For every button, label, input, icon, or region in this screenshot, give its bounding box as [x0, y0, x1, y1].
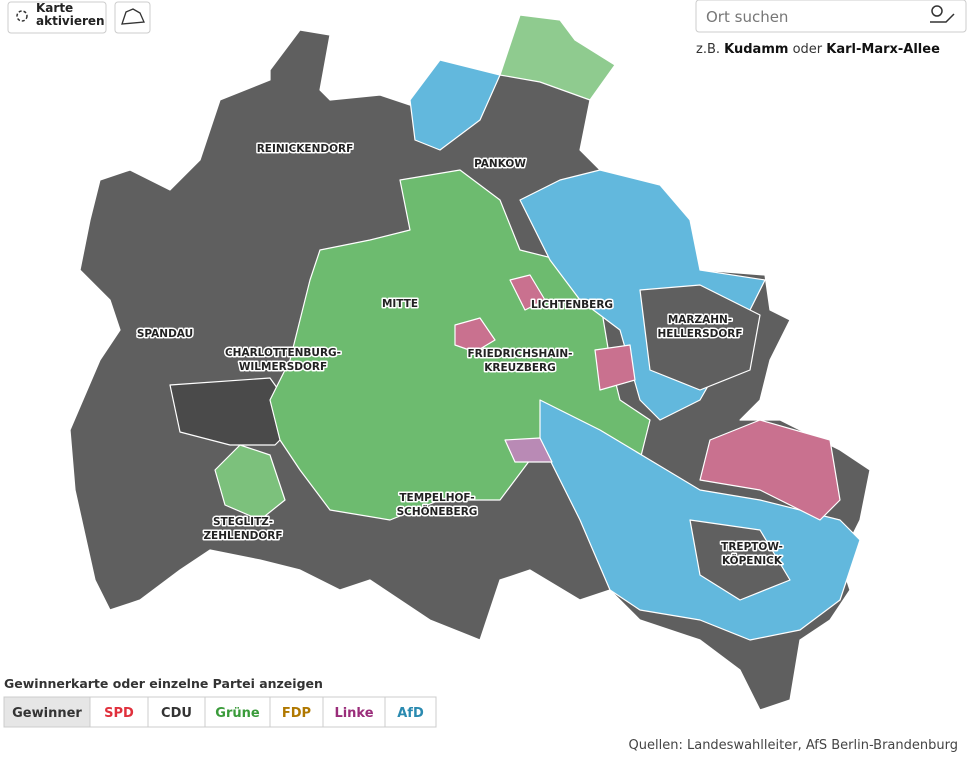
cdu-area-southeast [689, 519, 791, 601]
hint-prefix: z.B. [696, 42, 720, 57]
party-button-label: Grüne [215, 706, 260, 721]
district-label: CHARLOTTENBURG- WILMERSDORF [225, 347, 341, 373]
district-label: STEGLITZ- ZEHLENDORF [203, 516, 282, 542]
district-label-line: PANKOW [474, 158, 526, 170]
legend-title: Gewinnerkarte oder einzelne Partei anzei… [4, 676, 323, 691]
party-button[interactable] [3, 696, 91, 728]
district-label-line: WILMERSDORF [239, 361, 327, 373]
cdu-area-marzahn [639, 284, 761, 391]
district-label-line: MITTE [382, 298, 418, 310]
district-label-line: KREUZBERG [484, 362, 555, 374]
activate-map-line: Karte [36, 1, 73, 15]
party-button[interactable] [384, 696, 437, 728]
party-buttons: Gewinner SPD CDU Grüne FDP Linke AfD [3, 696, 437, 728]
party-button-label: CDU [161, 706, 192, 721]
district-label-line: ZEHLENDORF [203, 530, 282, 542]
party-button-label: SPD [104, 706, 134, 721]
party-button-label: Linke [334, 706, 373, 721]
source-text: Landeswahlleiter, AfS Berlin-Brandenburg [687, 738, 958, 753]
district-label: MARZAHN- HELLERSDORF [657, 314, 742, 340]
district-label: FRIEDRICHSHAIN- KREUZBERG [467, 348, 572, 374]
district-label-line: HELLERSDORF [657, 328, 742, 340]
hint-example[interactable]: Kudamm [724, 42, 788, 57]
district-label-line: REINICKENDORF [257, 143, 354, 155]
spd-area-center [454, 317, 496, 353]
spd-area-southeast [699, 419, 841, 521]
outline-icon [121, 8, 145, 25]
district-label: LICHTENBERG [531, 299, 613, 311]
party-button-label: Gewinner [12, 706, 82, 721]
greens-area-north [499, 14, 616, 101]
greens-area-west [214, 444, 286, 521]
activate-map-label: Karte aktivieren [36, 1, 105, 28]
map-controls: Karte aktivieren Ort suchen z.B. Kudamm o… [7, 0, 967, 57]
district-label-line: KÖPENICK [722, 553, 783, 567]
spd-area-east [594, 344, 636, 391]
outline-button[interactable] [114, 1, 151, 34]
party-button[interactable] [89, 696, 149, 728]
cdu-dark-area [169, 377, 301, 446]
locate-icon[interactable] [930, 5, 955, 23]
district-label-line: TREPTOW- [721, 541, 783, 553]
hint-example[interactable]: Karl-Marx-Allee [826, 42, 940, 57]
district-label: TREPTOW-KÖPENICK [721, 541, 783, 567]
hint-middle: oder [793, 42, 823, 57]
district-label-line: TEMPELHOF- [399, 492, 474, 504]
move-icon [16, 10, 28, 22]
district-label-line: SCHÖNEBERG [397, 504, 478, 518]
linke-area [504, 437, 553, 463]
district-label: REINICKENDORF [257, 143, 354, 155]
district-label-line: MARZAHN- [668, 314, 732, 326]
district-label: SPANDAU [137, 328, 193, 340]
party-button[interactable] [269, 696, 324, 728]
district-label: TEMPELHOF-SCHÖNEBERG [397, 492, 478, 518]
search-hint: z.B. Kudamm oder Karl-Marx-Allee [696, 42, 940, 57]
district-label-line: LICHTENBERG [531, 299, 613, 311]
district-label: MITTE [382, 298, 418, 310]
map [69, 14, 871, 711]
district-label-line: CHARLOTTENBURG- [225, 347, 341, 359]
party-button-label: FDP [282, 706, 311, 721]
district-label-line: STEGLITZ- [213, 516, 273, 528]
activate-map-line: aktivieren [36, 14, 105, 28]
search-box[interactable] [695, 0, 967, 33]
source: Quellen: Landeswahlleiter, AfS Berlin-Br… [629, 738, 958, 753]
source-prefix: Quellen: [629, 738, 683, 753]
party-button[interactable] [322, 696, 386, 728]
spd-area-lichtenberg [509, 274, 546, 311]
afd-area-north [409, 59, 501, 151]
district-label-line: FRIEDRICHSHAIN- [467, 348, 572, 360]
district-labels: REINICKENDORF PANKOW MITTE LICHTENBERG SPAND… [135, 142, 784, 569]
party-button-label: AfD [397, 706, 424, 721]
activate-map-button[interactable] [7, 1, 107, 34]
district-label: PANKOW [474, 158, 526, 170]
search-placeholder: Ort suchen [706, 8, 788, 26]
district-label-line: SPANDAU [137, 328, 193, 340]
